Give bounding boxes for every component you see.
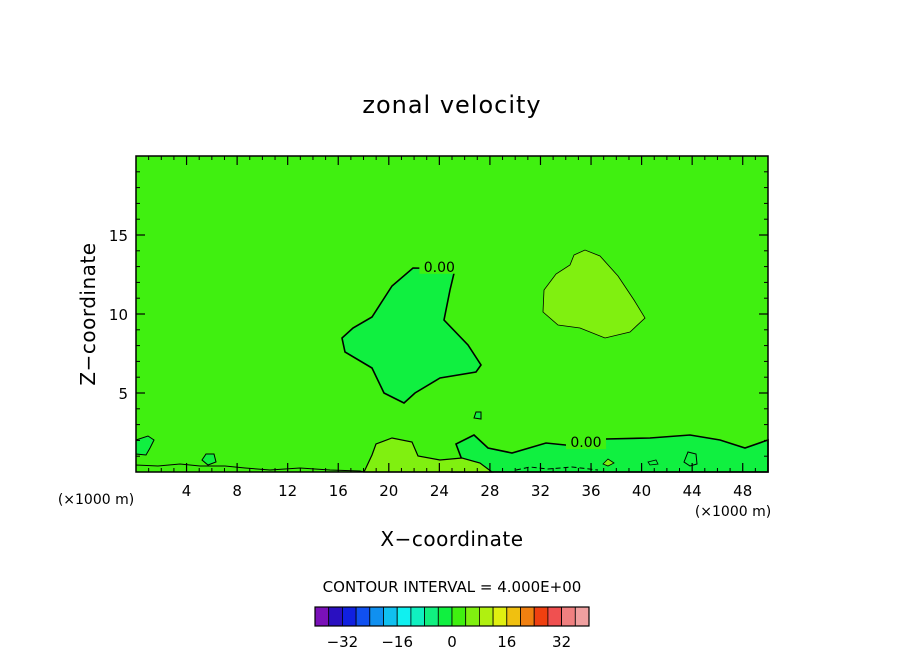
contour-region-small-left <box>201 453 217 466</box>
contour-region-right-positive <box>542 249 646 339</box>
contour-region-small-right-negative <box>647 459 659 466</box>
x-tick-label: 20 <box>379 482 398 500</box>
contour-region-bottom-center-positive <box>363 437 494 473</box>
x-axis-label: X−coordinate <box>380 527 523 551</box>
colorbar-swatch <box>492 606 508 627</box>
contour-label-background <box>565 434 606 450</box>
x-tick-label: 44 <box>683 482 702 500</box>
x-tick-label: 40 <box>632 482 651 500</box>
colorbar-tick-label: 32 <box>552 633 571 651</box>
colorbar-tick-label: −16 <box>381 633 413 651</box>
x-tick-label: 12 <box>278 482 297 500</box>
colorbar-swatch <box>369 606 384 627</box>
colorbar-swatch <box>465 606 480 627</box>
colorbar-swatch <box>547 606 563 627</box>
x-tick-label: 36 <box>581 482 600 500</box>
contour-interval-text: CONTOUR INTERVAL = 4.000E+00 <box>323 578 582 596</box>
colorbar-swatch <box>328 606 343 627</box>
colorbar-swatch <box>355 606 371 627</box>
contour-label: 0.00 <box>570 435 601 451</box>
x-tick-label: 8 <box>232 482 242 500</box>
colorbar-tick-labels: −32 −16 0 16 32 <box>327 633 572 651</box>
colorbar-tick-label: −32 <box>327 633 359 651</box>
y-tick-label: 10 <box>109 306 128 324</box>
contour-region-small-right-positive <box>602 458 615 467</box>
plot-background <box>136 156 768 472</box>
contour-region-bottom-left-strip <box>135 463 365 473</box>
colorbar-swatch <box>410 606 425 627</box>
y-axis-ticks: 5 10 15 <box>109 171 768 457</box>
colorbar <box>314 606 590 627</box>
colorbar-swatch <box>437 606 453 627</box>
x-tick-label: 32 <box>531 482 550 500</box>
colorbar-frame <box>314 606 590 627</box>
x-tick-label: 48 <box>733 482 752 500</box>
contour-labels: 0.00 0.00 <box>419 258 606 451</box>
colorbar-swatch <box>478 606 494 627</box>
x-axis-ticks: 4 8 12 16 20 24 28 32 36 40 44 48 <box>148 156 756 500</box>
colorbar-swatch <box>561 606 576 627</box>
contour-label-background <box>419 258 460 274</box>
x-tick-label: 28 <box>480 482 499 500</box>
colorbar-swatch <box>424 606 439 627</box>
colorbar-swatch <box>383 606 398 627</box>
x-tick-label: 4 <box>182 482 192 500</box>
colorbar-swatch <box>341 606 357 627</box>
colorbar-swatch <box>506 606 521 627</box>
y-tick-label: 5 <box>118 385 128 403</box>
x-tick-label: 24 <box>430 482 449 500</box>
x-unit-label-right: (×1000 m) <box>695 504 771 520</box>
colorbar-swatch <box>396 606 412 627</box>
x-unit-label-left: (×1000 m) <box>58 492 134 508</box>
contour-region-right-bump <box>683 451 698 467</box>
contour-regions <box>135 249 769 473</box>
colorbar-swatch <box>574 606 590 627</box>
y-axis-label: Z−coordinate <box>76 242 100 385</box>
colorbar-tick-label: 0 <box>447 633 457 651</box>
y-tick-label: 15 <box>109 227 128 245</box>
colorbar-swatch <box>520 606 535 627</box>
contour-region-small-center <box>473 411 482 420</box>
contour-line-dashed <box>515 466 599 471</box>
colorbar-swatch <box>314 606 330 627</box>
colorbar-swatch <box>451 606 467 627</box>
contour-region-center-negative <box>341 267 482 404</box>
x-tick-label: 16 <box>329 482 348 500</box>
contour-label: 0.00 <box>424 260 455 276</box>
colorbar-tick-label: 16 <box>497 633 516 651</box>
colorbar-swatch <box>533 606 549 627</box>
chart-title: zonal velocity <box>362 91 541 119</box>
